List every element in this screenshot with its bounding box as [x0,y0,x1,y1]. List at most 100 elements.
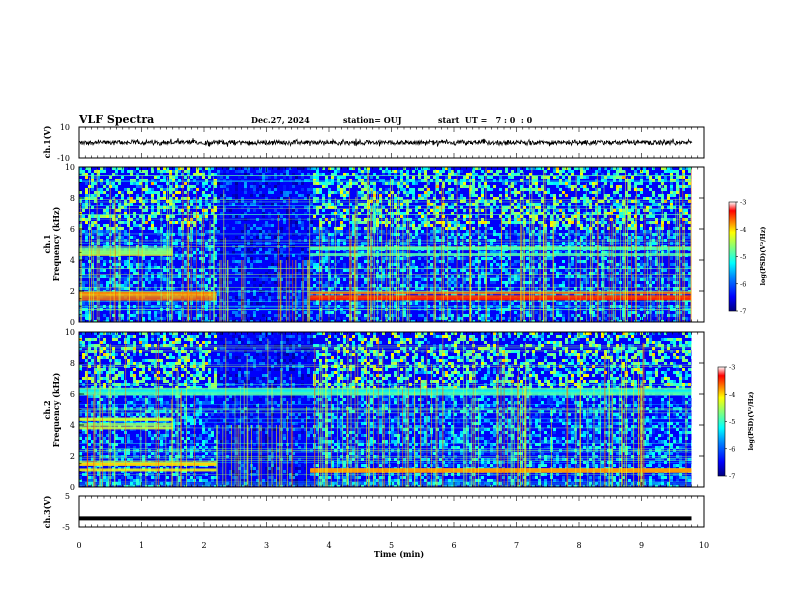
spectrogram-cell [622,215,625,218]
spectrogram-cell [133,215,136,218]
spectrogram-cell [319,257,322,260]
spectrogram-cell [616,173,619,176]
spectrogram-cell [184,218,187,221]
spectrogram-cell [649,215,652,218]
spectrogram-cell [361,170,364,173]
spectrogram-cell [214,272,217,275]
spectrogram-cell [553,200,556,203]
spectrogram-cell [382,311,385,314]
spectrogram-cell [463,305,466,308]
spectrogram-cell [211,212,214,215]
spectrogram-cell [514,320,517,322]
spectrogram-cell [409,269,412,272]
spectrogram-cell [244,305,247,308]
spectrogram-cell [415,266,418,269]
spectrogram-cell [586,203,589,206]
spectrogram-cell [526,284,529,287]
spectrogram-cell [235,305,238,308]
spectrogram-cell [304,317,307,320]
spectrogram-cell [82,272,85,275]
spectrogram-cell [430,251,433,254]
spectrogram-cell [301,221,304,224]
spectrogram-cell [286,305,289,308]
spectrogram-cell [607,194,610,197]
spectrogram-cell [625,293,628,296]
spectrogram-cell [394,314,397,317]
spectrogram-cell [400,269,403,272]
spectrogram-cell [304,206,307,209]
spectrogram-cell [403,221,406,224]
spectrogram-cell [232,299,235,302]
spectrogram-cell [529,230,532,233]
spectrogram-cell [517,167,520,170]
spectrogram-cell [481,170,484,173]
spectrogram-cell [235,167,238,170]
spectrogram-cell [121,314,124,317]
spectrogram-cell [562,182,565,185]
spectrogram-cell [100,269,103,272]
spectrogram-cell [286,209,289,212]
spectrogram-cell [97,302,100,305]
spectrogram-cell [223,320,226,322]
spectrogram-cell [394,260,397,263]
spectrogram-cell [613,317,616,320]
spectrogram-cell [526,266,529,269]
spectrogram-cell [598,263,601,266]
spectrogram-cell [580,287,583,290]
spectrogram-cell [472,221,475,224]
spectrogram-cell [400,299,403,302]
spectrogram-cell [214,236,217,239]
spectrogram-cell [607,212,610,215]
spectrogram-cell [259,176,262,179]
spectrogram-cell [172,200,175,203]
spectrogram-cell [517,221,520,224]
spectrogram-cell [139,266,142,269]
spectrogram-cell [253,185,256,188]
spectrogram-cell [487,206,490,209]
spectrogram-cell [364,287,367,290]
spectrogram-cell [97,269,100,272]
spectrogram-cell [427,218,430,221]
spectrogram-cell [412,302,415,305]
spectrogram-cell [304,296,307,299]
spectrogram-cell [415,299,418,302]
spectrogram-cell [199,227,202,230]
spectrogram-cell [370,188,373,191]
spectrogram-cell [274,266,277,269]
spectrogram-cell [220,185,223,188]
spectrogram-cell [274,239,277,242]
spectrogram-cell [151,266,154,269]
spectrogram-cell [481,272,484,275]
spectrogram-cell [412,266,415,269]
spectrogram-cell [112,305,115,308]
spectrogram-cell [352,227,355,230]
spectrogram-cell [439,302,442,305]
spectrogram-cell [538,194,541,197]
spectrogram-cell [535,311,538,314]
spectrogram-cell [460,194,463,197]
spectrogram-cell [421,197,424,200]
spectrogram-cell [655,320,658,322]
start-time-label: start UT = 7 : 0 : 0 [438,115,533,125]
spectrogram-cell [322,239,325,242]
spectrogram-cell [349,182,352,185]
spectrogram-cell [205,314,208,317]
spectrogram-cell [232,233,235,236]
spectrogram-cell [265,236,268,239]
spectrogram-cell [643,167,646,170]
spectrogram-cell [382,305,385,308]
spectrogram-cell [271,173,274,176]
spectrogram-cell [259,248,262,251]
spectrogram-cell [664,188,667,191]
spectrogram-cell [355,311,358,314]
spectrogram-cell [319,251,322,254]
spectrogram-cell [427,221,430,224]
spectrogram-cell [421,278,424,281]
spectrogram-cell [103,230,106,233]
spectrogram-cell [526,251,529,254]
spectrogram-cell [346,230,349,233]
spectrogram-cell [565,251,568,254]
spectrogram-cell [247,224,250,227]
spectrogram-cell [151,305,154,308]
